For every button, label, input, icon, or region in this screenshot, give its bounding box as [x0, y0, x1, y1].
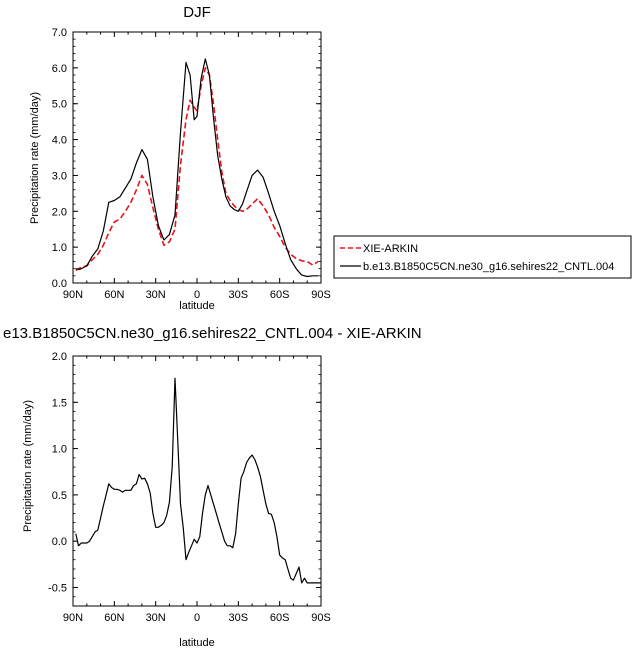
- legend: XIE-ARKIN b.e13.B1850C5CN.ne30_g16.sehir…: [333, 235, 632, 279]
- chart0-y-tick-label: 4.0: [52, 135, 67, 147]
- top-plot-area: 90N 60N 30N 0 30S 60S 90S 0.0 1.0 2.0 3.0 4.0 5.0 6.0…: [52, 27, 331, 301]
- chart1-y-tick-label: 2.0: [52, 351, 67, 363]
- bottom-chart-title: e13.B1850C5CN.ne30_g16.sehires22_CNTL.00…: [3, 325, 422, 342]
- chart0-series-0-line: [75, 67, 319, 272]
- chart0-series-1-line: [75, 58, 319, 278]
- chart1-x-tick-label: 30N: [146, 612, 166, 624]
- top-x-axis-label: latitude: [179, 300, 214, 312]
- chart0-x-tick-label: 30N: [146, 289, 166, 301]
- chart0-y-tick-label: 1.0: [52, 242, 67, 254]
- chart0-y-tick-label: 2.0: [52, 206, 67, 218]
- chart0-y-tick-label: 7.0: [52, 27, 67, 39]
- top-chart-title: DJF: [183, 4, 211, 21]
- chart1-x-tick-label: 0: [194, 612, 200, 624]
- chart0-y-tick-label: 3.0: [52, 170, 67, 182]
- chart0-x-tick-label: 0: [194, 289, 200, 301]
- chart0-y-tick-label: 0.0: [52, 278, 67, 290]
- chart1-x-tick-label: 30S: [229, 612, 249, 624]
- legend-label-xie-arkin: XIE-ARKIN: [363, 243, 418, 255]
- chart0-x-tick-label: 90N: [63, 289, 83, 301]
- chart1-x-tick-label: 90S: [311, 612, 331, 624]
- chart0-y-tick-label: 5.0: [52, 99, 67, 111]
- chart1-x-tick-label: 60S: [270, 612, 290, 624]
- legend-box: [333, 235, 632, 279]
- chart1-y-tick-label: -0.5: [48, 582, 67, 594]
- bottom-x-axis-label: latitude: [179, 637, 214, 649]
- chart1-x-tick-label: 90N: [63, 612, 83, 624]
- top-y-axis-label: Precipitation rate (mm/day): [29, 92, 41, 224]
- chart1-y-tick-label: 1.0: [52, 444, 67, 456]
- bottom-plot-area: 90N 60N 30N 0 30S 60S 90S -0.5 0.0 0.5 1.0 1.5 2.0: [48, 351, 331, 624]
- chart1-x-tick-label: 60N: [104, 612, 124, 624]
- chart0-x-tick-label: 60S: [270, 289, 290, 301]
- legend-label-model: b.e13.B1850C5CN.ne30_g16.sehires22_CNTL.…: [363, 261, 614, 273]
- chart1-frame: [72, 355, 322, 607]
- chart1-series-0-line: [75, 377, 321, 584]
- chart0-x-tick-label: 60N: [104, 289, 124, 301]
- chart0-x-tick-label: 90S: [311, 289, 331, 301]
- top-chart: DJF 90N 60N 30N 0 30S 60S 90S 0.0 1.0 2.0 3.0 4.0 5.…: [29, 4, 331, 312]
- bottom-chart: e13.B1850C5CN.ne30_g16.sehires22_CNTL.00…: [3, 325, 422, 649]
- chart1-y-tick-label: 0.0: [52, 536, 67, 548]
- bottom-y-axis-label: Precipitation rate (mm/day): [22, 400, 34, 532]
- chart1-y-tick-label: 0.5: [52, 490, 67, 502]
- chart0-y-tick-label: 6.0: [52, 63, 67, 75]
- chart0-x-tick-label: 30S: [229, 289, 249, 301]
- chart1-y-tick-label: 1.5: [52, 397, 67, 409]
